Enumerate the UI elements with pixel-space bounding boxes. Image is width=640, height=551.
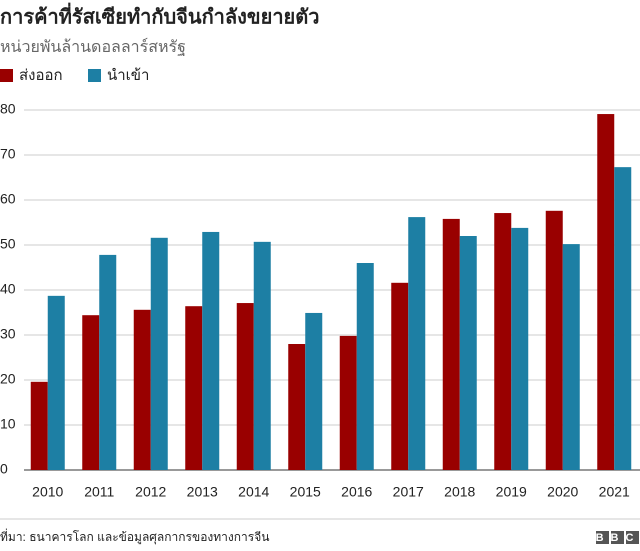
logo	[596, 531, 639, 544]
y-tick-label: 30	[0, 326, 16, 342]
source: ที่มา: ธนาคารโลก และข้อมูลศุลกากรของทางก…	[0, 528, 269, 545]
chart-subtitle: หน่วยพันล้านดอลลาร์สหรัฐ	[0, 37, 186, 56]
legend-swatch	[0, 69, 13, 82]
y-tick-label: 10	[0, 416, 16, 432]
bar	[99, 254, 117, 470]
x-tick-label: 2016	[341, 484, 372, 500]
bar	[391, 282, 409, 470]
y-tick-label: 60	[0, 191, 16, 207]
bar	[356, 263, 374, 470]
logo-box	[611, 531, 624, 544]
y-tick-label: 0	[0, 461, 8, 477]
x-tick-label: 2019	[496, 484, 527, 500]
x-tick-label: 2010	[32, 484, 63, 500]
x-tick-label: 2018	[444, 484, 475, 500]
x-tick-label: 2020	[547, 484, 578, 500]
bar	[614, 167, 632, 470]
legend-label: นำเข้า	[107, 67, 149, 84]
bar	[494, 213, 512, 471]
bar	[442, 218, 460, 470]
x-tick-label: 2014	[238, 484, 269, 500]
x-tick-label: 2013	[187, 484, 218, 500]
y-tick-label: 70	[0, 146, 16, 162]
bar	[82, 315, 100, 470]
bar	[459, 236, 477, 470]
y-tick-label: 50	[0, 236, 16, 252]
logo-box	[626, 531, 639, 544]
bar	[597, 114, 615, 471]
bar	[545, 210, 563, 471]
y-tick-label: 80	[0, 101, 16, 117]
bar	[511, 227, 529, 470]
y-tick-label: 20	[0, 371, 16, 387]
x-tick-label: 2015	[290, 484, 321, 500]
bar	[150, 237, 168, 470]
bar	[408, 217, 426, 470]
logo-text: BBC	[596, 532, 640, 544]
bar	[202, 231, 220, 470]
bar	[236, 303, 254, 470]
bar	[339, 335, 357, 470]
x-tick-label: 2021	[599, 484, 630, 500]
bar	[305, 312, 323, 470]
bar	[185, 306, 203, 470]
bar	[562, 244, 580, 470]
y-tick-label: 40	[0, 281, 16, 297]
bar	[133, 309, 151, 470]
bar	[253, 241, 271, 470]
bar	[288, 344, 306, 470]
logo-box	[596, 531, 609, 544]
chart-title: การค้าที่รัสเซียทำกับจีนกำลังขยายตัว	[0, 1, 319, 28]
x-tick-label: 2012	[135, 484, 166, 500]
legend-swatch	[88, 69, 101, 82]
bar	[30, 381, 48, 470]
x-tick-label: 2011	[84, 484, 114, 500]
x-tick-label: 2017	[393, 484, 424, 500]
legend-label: ส่งออก	[19, 67, 63, 84]
bar	[47, 295, 65, 470]
